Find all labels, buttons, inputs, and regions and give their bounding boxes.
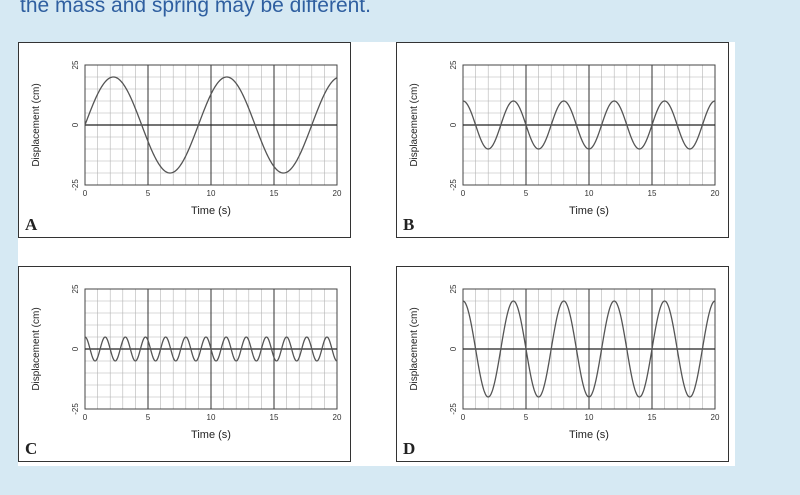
x-axis-label: Time (s) [569, 205, 609, 217]
x-tick-label: 5 [524, 189, 529, 198]
y-tick-label: 25 [449, 60, 458, 69]
intro-text: the mass and spring may be different. [20, 0, 371, 17]
x-tick-label: 5 [146, 413, 151, 422]
x-tick-label: 15 [648, 189, 657, 198]
panel-label-d: D [403, 439, 416, 458]
series-line [462, 100, 716, 150]
y-axis-label: Displacement (cm) [31, 307, 42, 390]
series-line [462, 300, 716, 398]
y-axis-label: Displacement (cm) [409, 307, 420, 390]
x-tick-label: 15 [648, 413, 657, 422]
chart-panel-c: 0 5 10 15 20 25 0 -25 Time (s) Displacement (cm) … [18, 266, 351, 462]
series-line [84, 76, 338, 174]
x-tick-label: 5 [146, 189, 151, 198]
y-axis-label: Displacement (cm) [409, 83, 420, 166]
chart-panel-a: 0 5 10 15 20 25 0 -25 Time (s) Displacement (cm) … [18, 42, 351, 238]
y-tick-label: 0 [71, 122, 80, 127]
x-tick-label: 5 [524, 413, 529, 422]
y-tick-label: 0 [71, 346, 80, 351]
x-tick-label: 10 [207, 413, 216, 422]
panel-label-b: B [403, 215, 415, 234]
x-tick-label: 20 [711, 189, 720, 198]
y-tick-label: -25 [71, 403, 80, 415]
x-axis-label: Time (s) [569, 429, 609, 441]
x-axis-label: Time (s) [191, 205, 231, 217]
x-tick-label: 10 [585, 413, 594, 422]
y-tick-label: 0 [449, 122, 458, 127]
chart-panel-b: 0 5 10 15 20 25 0 -25 Time (s) Displacement (cm) … [396, 42, 729, 238]
x-tick-label: 0 [461, 413, 466, 422]
panel-label-c: C [25, 439, 38, 458]
y-tick-label: 25 [71, 60, 80, 69]
y-tick-label: 25 [71, 284, 80, 293]
y-tick-label: 0 [449, 346, 458, 351]
x-axis-label: Time (s) [191, 429, 231, 441]
y-tick-label: 25 [449, 284, 458, 293]
x-tick-label: 10 [585, 189, 594, 198]
x-tick-label: 15 [270, 413, 279, 422]
y-tick-label: -25 [449, 179, 458, 191]
x-tick-label: 10 [207, 189, 216, 198]
x-tick-label: 20 [711, 413, 720, 422]
series-line [84, 336, 338, 362]
x-tick-label: 0 [83, 189, 88, 198]
figure: 0 5 10 15 20 25 0 -25 Time (s) Displacement (cm) … [18, 42, 735, 466]
x-tick-label: 20 [333, 413, 342, 422]
chart-panel-d: 0 5 10 15 20 25 0 -25 Time (s) Displacement (cm) … [396, 266, 729, 462]
y-axis-label: Displacement (cm) [31, 83, 42, 166]
y-tick-label: -25 [71, 179, 80, 191]
x-tick-label: 0 [83, 413, 88, 422]
y-tick-label: -25 [449, 403, 458, 415]
x-tick-label: 20 [333, 189, 342, 198]
x-tick-label: 0 [461, 189, 466, 198]
panel-label-a: A [25, 215, 38, 234]
x-tick-label: 15 [270, 189, 279, 198]
